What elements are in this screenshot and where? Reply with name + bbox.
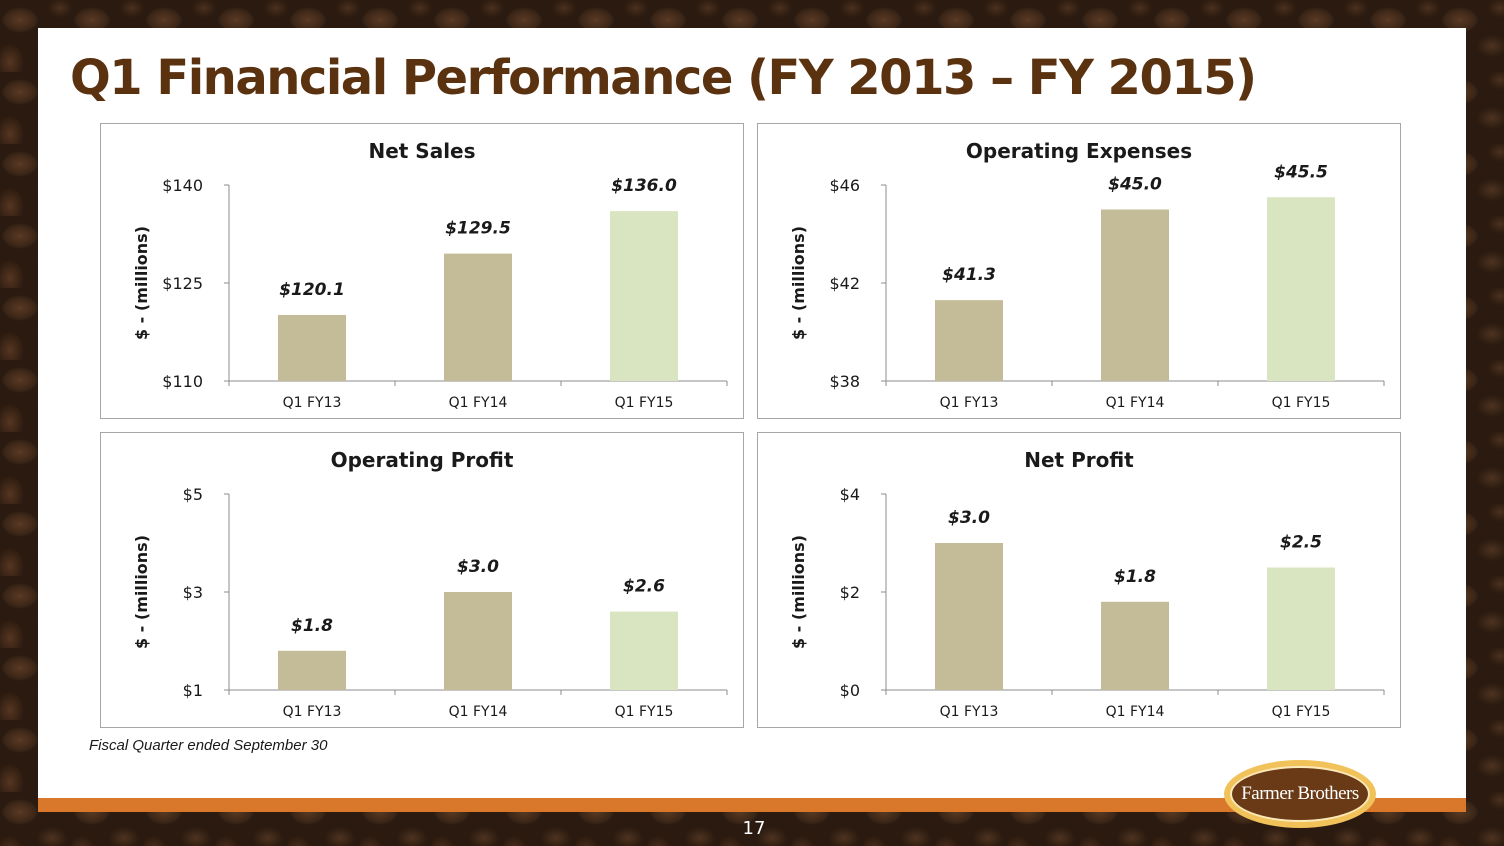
net-sales-svg: Net Sales $ - (millions) $110 $125 $140 $120.… [132,139,728,411]
operating-profit-title: Operating Profit [331,448,514,472]
logo-text: Farmer Brothers [1230,766,1370,822]
net-sales-y-tick-label: $110 [162,372,203,391]
operating-profit-data-label: $2.6 [623,577,665,597]
net-profit-data-label: $1.8 [1114,567,1156,587]
net-sales-category-label: Q1 FY15 [615,395,674,411]
net-sales-bar-q1-fy15 [610,211,678,381]
operating-profit-chart-panel: Operating Profit $ - (millions) $1 $3 $5 $1.8… [100,432,744,728]
operating-expenses-bar-q1-fy13 [935,300,1003,381]
net-profit-data-label: $3.0 [948,508,990,528]
net-sales-data-label: $136.0 [611,176,677,196]
operating-profit-data-label: $1.8 [291,616,333,636]
operating-profit-bar-q1-fy15 [610,611,678,690]
net-profit-y-tick-label: $0 [840,681,860,700]
net-sales-y-axis-label: $ - (millions) [132,226,151,340]
net-sales-chart-panel: Net Sales $ - (millions) $110 $125 $140 $120.… [100,123,744,419]
operating-expenses-data-label: $45.5 [1274,162,1328,182]
orange-footer-band [38,798,1466,812]
net-sales-data-label: $120.1 [279,280,345,300]
operating-expenses-category-label: Q1 FY15 [1272,395,1331,411]
net-profit-category-label: Q1 FY14 [1106,704,1165,720]
operating-profit-bar-q1-fy13 [278,650,346,690]
net-sales-category-label: Q1 FY14 [449,395,508,411]
net-profit-y-tick-label: $4 [840,485,860,504]
operating-expenses-svg: Operating Expenses $ - (millions) $38 $42 $4… [789,139,1385,411]
net-profit-title: Net Profit [1024,448,1134,472]
net-profit-y-axis-label: $ - (millions) [789,535,808,649]
net-sales-bar-q1-fy14 [444,253,512,381]
operating-profit-category-label: Q1 FY14 [449,704,508,720]
net-sales-data-label: $129.5 [445,219,511,239]
net-profit-svg: Net Profit $ - (millions) $0 $2 $4 $3.0 Q1 FY1… [789,448,1385,720]
operating-expenses-chart-panel: Operating Expenses $ - (millions) $38 $42 $4… [757,123,1401,419]
operating-expenses-bar-q1-fy15 [1267,197,1335,381]
net-profit-y-tick-label: $2 [840,583,860,602]
operating-profit-category-label: Q1 FY13 [283,704,342,720]
operating-expenses-y-tick-label: $42 [829,274,860,293]
operating-expenses-category-label: Q1 FY13 [940,395,999,411]
farmer-brothers-logo: Farmer Brothers [1224,760,1376,828]
operating-expenses-y-tick-label: $38 [829,372,860,391]
operating-expenses-data-label: $45.0 [1108,175,1162,195]
net-profit-category-label: Q1 FY15 [1272,704,1331,720]
operating-expenses-category-label: Q1 FY14 [1106,395,1165,411]
operating-profit-svg: Operating Profit $ - (millions) $1 $3 $5 $1.8… [132,448,728,720]
net-profit-bar-q1-fy14 [1101,601,1169,690]
operating-profit-bar-q1-fy14 [444,592,512,690]
operating-profit-y-axis-label: $ - (millions) [132,535,151,649]
operating-profit-y-tick-label: $5 [183,485,203,504]
operating-profit-data-label: $3.0 [457,557,499,577]
net-profit-chart-panel: Net Profit $ - (millions) $0 $2 $4 $3.0 Q1 FY1… [757,432,1401,728]
operating-expenses-y-tick-label: $46 [829,176,860,195]
operating-expenses-data-label: $41.3 [942,265,996,285]
net-sales-y-tick-label: $140 [162,176,203,195]
net-sales-title: Net Sales [368,139,475,163]
fiscal-quarter-footnote: Fiscal Quarter ended September 30 [89,737,328,754]
operating-expenses-bar-q1-fy14 [1101,209,1169,381]
net-profit-bar-q1-fy13 [935,543,1003,690]
operating-profit-y-tick-label: $3 [183,583,203,602]
operating-expenses-y-axis-label: $ - (millions) [789,226,808,340]
net-sales-y-tick-label: $125 [162,274,203,293]
net-profit-data-label: $2.5 [1280,533,1322,553]
operating-expenses-title: Operating Expenses [966,139,1192,163]
operating-profit-y-tick-label: $1 [183,681,203,700]
operating-profit-category-label: Q1 FY15 [615,704,674,720]
page-title: Q1 Financial Performance (FY 2013 – FY 2… [70,50,1257,106]
net-profit-category-label: Q1 FY13 [940,704,999,720]
page-number: 17 [742,818,766,839]
net-profit-bar-q1-fy15 [1267,567,1335,690]
net-sales-bar-q1-fy13 [278,315,346,381]
net-sales-category-label: Q1 FY13 [283,395,342,411]
